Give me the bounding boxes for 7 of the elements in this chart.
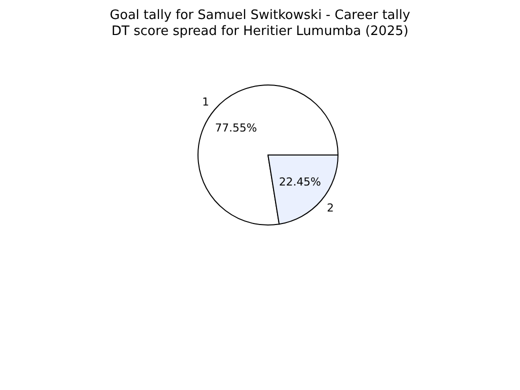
slice-label: 1 bbox=[202, 95, 210, 108]
chart-title: Goal tally for Samuel Switkowski - Career tally bbox=[108, 8, 412, 24]
data-label: 22.45% bbox=[279, 176, 321, 189]
slice-label: 2 bbox=[326, 202, 334, 215]
pie-slice bbox=[198, 84, 338, 226]
data-label: 77.55% bbox=[215, 121, 257, 134]
chart-subtitle: DT score spread for Heritier Lumumba (2025) bbox=[110, 24, 410, 40]
